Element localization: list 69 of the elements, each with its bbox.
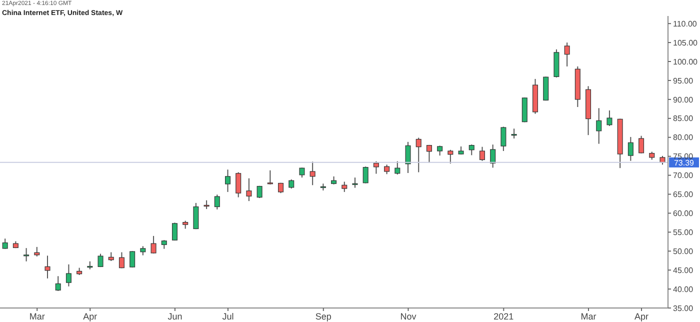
y-tick-label: 70.00: [673, 171, 694, 180]
candlestick: [511, 128, 517, 139]
candlestick: [267, 170, 273, 185]
x-tick-label: Jul: [222, 311, 234, 322]
candlestick: [500, 126, 506, 152]
candlestick: [150, 235, 156, 254]
candlestick: [2, 238, 8, 250]
y-tick-label: 110.00: [673, 19, 698, 28]
candlestick: [405, 141, 411, 174]
candlestick: [55, 276, 61, 292]
candlestick: [394, 160, 400, 176]
candlestick: [66, 264, 72, 287]
candlestick: [225, 169, 231, 192]
y-tick-label: 40.00: [673, 284, 694, 294]
candlestick: [98, 253, 104, 268]
candlestick: [299, 167, 305, 178]
y-tick-label: 35.00: [673, 304, 694, 313]
y-tick-label: 50.00: [673, 246, 694, 256]
candlestick: [246, 178, 252, 202]
candlestick: [628, 136, 634, 162]
candlestick: [236, 172, 242, 198]
candlestick: [130, 250, 136, 268]
candlestick: [214, 194, 220, 210]
candlestick: [288, 178, 294, 190]
candlestick: [352, 177, 358, 188]
candlestick: [118, 252, 124, 269]
x-tick-label: Sep: [315, 311, 332, 322]
y-tick-label: 65.00: [673, 190, 694, 200]
candlestick: [479, 146, 485, 162]
y-tick-label: 100.00: [673, 57, 698, 66]
candlestick: [543, 76, 549, 102]
candlestick: [384, 164, 390, 175]
y-tick-label: 95.00: [673, 76, 694, 86]
x-tick-label: Apr: [634, 311, 648, 322]
x-tick-label: Nov: [400, 311, 417, 322]
candlestick: [373, 160, 379, 174]
candlestick: [522, 97, 528, 123]
candlestick: [468, 144, 474, 156]
candlestick: [416, 137, 422, 173]
candlestick: [256, 185, 262, 199]
candlestick: [140, 246, 146, 256]
candlestick: [638, 135, 644, 154]
candlestick: [193, 202, 199, 230]
candlestick: [564, 42, 570, 67]
y-tick-label: 60.00: [673, 209, 694, 218]
x-tick-label: 2021: [494, 311, 514, 322]
candlestick: [44, 255, 50, 279]
y-tick-label: 105.00: [673, 38, 698, 48]
x-tick-label: Jun: [168, 311, 182, 322]
candlestick: [310, 161, 316, 186]
candlestick: [448, 149, 454, 164]
x-tick-label: Mar: [580, 311, 596, 322]
y-tick-label: 90.00: [673, 95, 694, 104]
x-tick-label: Mar: [29, 311, 45, 322]
y-tick-label: 45.00: [673, 266, 694, 275]
candlestick: [426, 144, 432, 164]
candlestick: [490, 144, 496, 168]
candlestick: [437, 145, 443, 156]
ref-line-label: 73.39: [674, 158, 695, 168]
candlestick: [24, 248, 30, 262]
y-tick-label: 85.00: [673, 114, 694, 124]
x-tick-label: Apr: [83, 311, 98, 322]
candlestick: [172, 222, 178, 241]
y-tick-label: 80.00: [673, 133, 694, 142]
candlestick: [606, 110, 612, 126]
candlestick: [362, 166, 368, 184]
candlestick: [596, 108, 602, 144]
candlestick: [342, 181, 348, 192]
y-tick-label: 55.00: [673, 228, 694, 237]
